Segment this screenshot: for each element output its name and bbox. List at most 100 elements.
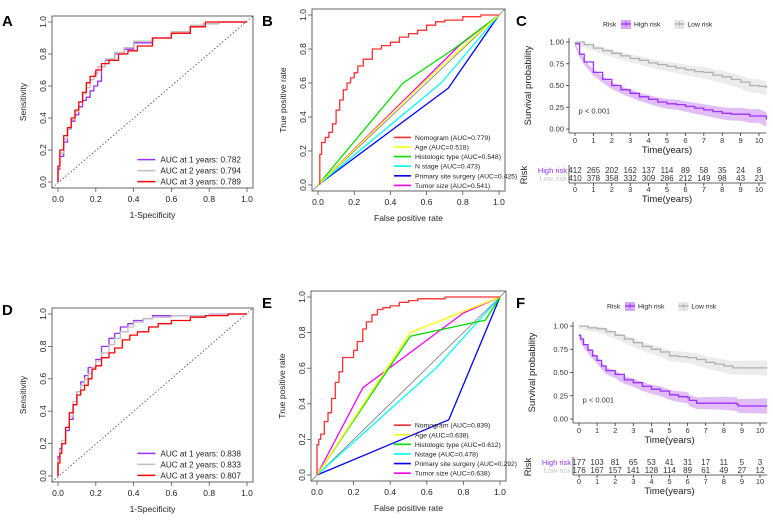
risk-count: 58 (699, 166, 708, 175)
y-tick-label: 0.4 (297, 398, 307, 410)
x-tick-label: 0.6 (165, 194, 177, 204)
x-tick-label: 0.0 (312, 197, 324, 207)
risk-count: 167 (590, 466, 604, 475)
risk-count: 89 (683, 466, 692, 475)
risk-row-label: Low risk (539, 174, 567, 183)
legend-entry: Nomogram (AUC=0.839) (415, 423, 490, 430)
risk-x-tick-label: 7 (704, 477, 708, 486)
x-tick-label: 0.6 (165, 488, 177, 498)
x-tick-label: 0.8 (457, 487, 469, 497)
legend-entry: Tumor size (AUC=0.541) (415, 183, 490, 190)
risk-count: 23 (755, 174, 764, 183)
risk-count: 3 (758, 458, 763, 467)
risk-count: 27 (737, 466, 746, 475)
risk-count: 81 (611, 458, 620, 467)
series-line-6 (316, 296, 501, 476)
plot-frame (310, 290, 507, 482)
legend-entry: Tumor size (AUC=0.638) (415, 471, 490, 478)
risk-count: 53 (647, 458, 656, 467)
risk-x-tick-label: 5 (665, 185, 669, 194)
y-tick-label: 0.8 (297, 326, 307, 338)
series-line-1 (319, 14, 499, 185)
survival-curve-2 (575, 41, 768, 89)
risk-count: 157 (609, 466, 623, 475)
x-axis-label: Time(years) (644, 435, 694, 446)
confidence-band-2 (575, 42, 767, 96)
panel-label: C (516, 13, 527, 30)
x-tick-label: 1.0 (493, 197, 505, 207)
risk-count: 11 (720, 458, 729, 467)
y-axis-label: Survival probability (527, 332, 538, 412)
risk-x-tick-label: 10 (756, 477, 764, 486)
risk-count: 5 (740, 458, 745, 467)
y-tick-label: 1.00 (549, 38, 564, 47)
legend-entry: Age (AUC=0.638) (415, 432, 469, 439)
legend-title: Risk (607, 304, 621, 311)
x-tick-label: 4 (649, 426, 653, 435)
x-tick-label: 1 (591, 136, 595, 145)
x-tick-label: 0.4 (128, 488, 140, 498)
risk-count: 286 (660, 174, 674, 183)
legend-entry: AUC at 3 years: 0.789 (160, 178, 241, 187)
y-tick-label: 0.6 (38, 373, 48, 385)
risk-x-tick-label: 4 (649, 477, 653, 486)
x-tick-label: 1.0 (241, 488, 253, 498)
risk-x-tick-label: 2 (610, 185, 614, 194)
legend-title: Risk (603, 22, 617, 29)
y-tick-label: 0.8 (38, 48, 48, 60)
series-line-2 (316, 296, 501, 476)
p-value-annotation: p < 0.001 (583, 395, 615, 404)
y-tick-label: 0.8 (298, 43, 308, 55)
series-line-5 (317, 14, 500, 186)
x-tick-label: 0.8 (203, 194, 215, 204)
x-tick-label: 1.0 (241, 194, 253, 204)
y-axis-label: Sensitivity (18, 82, 28, 121)
y-tick-label: 0.0 (297, 469, 307, 481)
x-tick-label: 0.2 (90, 488, 102, 498)
risk-table-title: Risk (523, 458, 534, 477)
y-tick-label: 1.0 (38, 308, 48, 320)
risk-count: 378 (587, 174, 601, 183)
panel-label: E (262, 295, 272, 312)
risk-row-label: High risk (542, 458, 571, 467)
x-tick-label: 1.0 (494, 487, 506, 497)
risk-row-label: High risk (538, 166, 567, 175)
risk-count: 12 (756, 466, 765, 475)
survival-curve-1 (575, 43, 768, 120)
p-value-annotation: p < 0.001 (579, 106, 611, 115)
y-tick-label: 0.0 (298, 179, 308, 191)
y-tick-label: 0.50 (553, 368, 568, 377)
x-tick-label: 9 (739, 136, 743, 145)
y-tick-label: 0.8 (38, 340, 48, 352)
panel-f: F0.000.250.500.751.000 1 2 3 4 5 6 7 8 9 10Time(ye… (516, 295, 768, 497)
panel-label: D (2, 302, 13, 319)
legend-entry: High risk (638, 304, 665, 311)
x-tick-label: 0.4 (384, 197, 396, 207)
x-tick-label: 0.2 (348, 197, 360, 207)
panel-e: E 0.0 0.2 0.4 0.6 0.8 1.0 0.0 0.2 0.4 0.6 0.8 1.0 Fal… (262, 290, 517, 513)
risk-count: 8 (757, 166, 762, 175)
series-line-4 (316, 296, 501, 476)
risk-x-tick-label: 3 (631, 477, 635, 486)
risk-count: 35 (718, 166, 727, 175)
x-tick-label: 0.2 (348, 487, 360, 497)
y-axis-label: True positive rate (277, 353, 287, 419)
risk-count: 49 (719, 466, 728, 475)
y-tick-label: 0.6 (38, 80, 48, 92)
x-tick-label: 10 (755, 136, 763, 145)
risk-count: 41 (665, 458, 674, 467)
x-tick-label: 0.6 (421, 197, 433, 207)
x-tick-label: 3 (631, 426, 635, 435)
risk-table-title: Risk (519, 166, 530, 185)
risk-count: 43 (736, 174, 745, 183)
series-line-3 (57, 313, 247, 476)
legend-entry: AUC at 3 years: 0.807 (160, 471, 241, 480)
risk-count: 162 (624, 166, 638, 175)
panel-a: A 0.0 0.2 0.4 0.6 0.8 1.0 0.0 0.2 0.4 0.6 0.8 1.0 1-S… (2, 13, 254, 220)
risk-x-tick-label: 8 (722, 477, 726, 486)
y-tick-label: 0.4 (298, 111, 308, 123)
x-tick-label: 6 (686, 426, 690, 435)
x-tick-label: 2 (610, 136, 614, 145)
x-axis-label: False positive rate (374, 213, 443, 223)
